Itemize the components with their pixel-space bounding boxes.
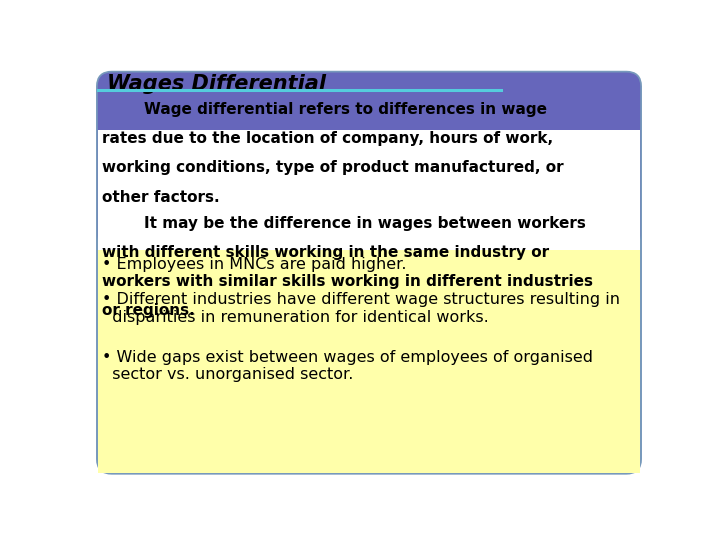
Text: rates due to the location of company, hours of work,: rates due to the location of company, ho…: [102, 131, 553, 146]
Bar: [98, 234, 640, 249]
Bar: [98, 249, 640, 473]
Text: • Different industries have different wage structures resulting in: • Different industries have different wa…: [102, 292, 620, 307]
Text: Wage differential refers to differences in wage: Wage differential refers to differences …: [102, 102, 546, 117]
Text: • Employees in MNCs are paid higher.: • Employees in MNCs are paid higher.: [102, 257, 406, 272]
Text: It may be the difference in wages between workers: It may be the difference in wages betwee…: [102, 215, 585, 231]
Text: Wages Differential: Wages Differential: [107, 74, 326, 94]
Text: • Wide gaps exist between wages of employees of organised: • Wide gaps exist between wages of emplo…: [102, 350, 593, 364]
FancyBboxPatch shape: [98, 72, 640, 473]
Bar: [98, 130, 640, 249]
Text: disparities in remuneration for identical works.: disparities in remuneration for identica…: [102, 309, 488, 325]
Text: workers with similar skills working in different industries: workers with similar skills working in d…: [102, 274, 593, 289]
Text: working conditions, type of product manufactured, or: working conditions, type of product manu…: [102, 160, 563, 176]
Text: or regions.: or regions.: [102, 303, 194, 319]
FancyBboxPatch shape: [98, 72, 640, 249]
Text: sector vs. unorganised sector.: sector vs. unorganised sector.: [102, 367, 353, 382]
Text: with different skills working in the same industry or: with different skills working in the sam…: [102, 245, 549, 260]
Text: other factors.: other factors.: [102, 190, 220, 205]
